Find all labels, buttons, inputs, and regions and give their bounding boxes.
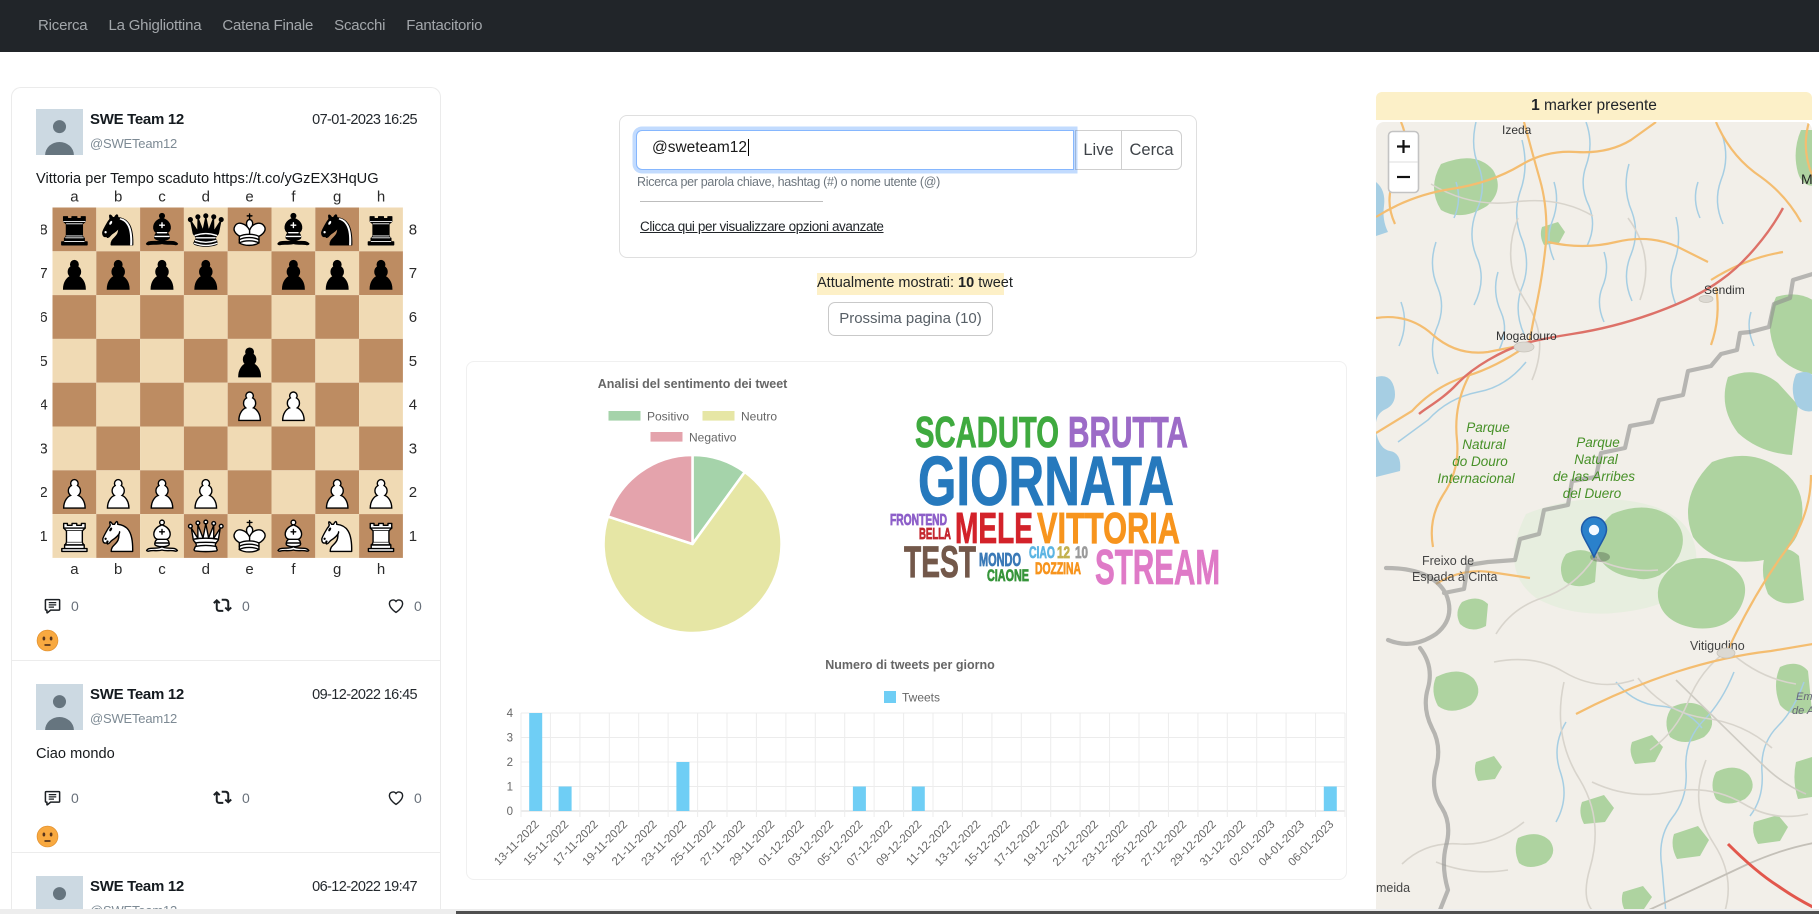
svg-text:4: 4 (507, 708, 514, 720)
svg-text:g: g (333, 189, 341, 206)
svg-text:Analisi del sentimento dei twe: Analisi del sentimento dei tweet (598, 377, 788, 391)
svg-text:1: 1 (409, 528, 417, 545)
svg-text:3: 3 (409, 440, 417, 457)
svg-text:a: a (70, 561, 79, 578)
svg-text:7: 7 (41, 265, 48, 282)
svg-text:TEST: TEST (904, 538, 976, 587)
svg-text:f: f (291, 189, 296, 206)
svg-text:4: 4 (41, 397, 48, 414)
svg-text:8: 8 (41, 221, 48, 238)
svg-text:Positivo: Positivo (647, 410, 689, 424)
svg-text:5: 5 (41, 353, 48, 370)
svg-text:1: 1 (507, 782, 513, 794)
svg-text:FRONTEND: FRONTEND (890, 512, 947, 529)
svg-text:a: a (70, 189, 79, 206)
svg-text:Natural: Natural (1462, 437, 1507, 452)
svg-text:Sendim: Sendim (1704, 283, 1745, 297)
svg-text:STREAM: STREAM (1095, 541, 1220, 595)
svg-text:d: d (202, 189, 210, 206)
svg-text:CIAONE: CIAONE (987, 566, 1029, 585)
svg-text:b: b (114, 561, 122, 578)
svg-text:GIORNATA: GIORNATA (918, 442, 1174, 520)
svg-text:8: 8 (409, 221, 417, 238)
svg-text:Tweets: Tweets (902, 691, 940, 705)
svg-text:Em: Em (1796, 691, 1812, 703)
svg-text:Espada à Cinta: Espada à Cinta (1412, 570, 1498, 584)
svg-text:c: c (158, 561, 166, 578)
svg-text:4: 4 (409, 397, 417, 414)
svg-text:Freixo de: Freixo de (1422, 554, 1474, 568)
svg-text:e: e (245, 189, 253, 206)
svg-text:7: 7 (409, 265, 417, 282)
svg-text:12: 12 (1057, 543, 1070, 562)
svg-text:Internacional: Internacional (1437, 471, 1515, 486)
svg-text:g: g (333, 561, 341, 578)
svg-text:1: 1 (41, 528, 48, 545)
svg-text:e: e (245, 561, 253, 578)
svg-text:de Al: de Al (1792, 705, 1812, 717)
svg-text:DOZZINA: DOZZINA (1035, 559, 1081, 578)
svg-text:3: 3 (507, 733, 513, 745)
svg-text:BRUTTA: BRUTTA (1068, 409, 1188, 457)
svg-text:Izeda: Izeda (1502, 123, 1532, 137)
svg-text:VITTORIA: VITTORIA (1037, 505, 1180, 553)
svg-text:c: c (158, 189, 166, 206)
svg-text:d: d (202, 561, 210, 578)
svg-text:Parque: Parque (1576, 435, 1620, 450)
svg-text:CIAO: CIAO (1029, 543, 1055, 562)
svg-text:h: h (377, 561, 385, 578)
svg-text:meida: meida (1376, 881, 1410, 895)
svg-text:Neutro: Neutro (741, 410, 777, 424)
svg-text:6: 6 (409, 309, 417, 326)
svg-text:h: h (377, 189, 385, 206)
svg-text:Parque: Parque (1466, 420, 1510, 435)
svg-text:MONDO: MONDO (979, 550, 1021, 570)
svg-text:b: b (114, 189, 122, 206)
svg-text:SCADUTO: SCADUTO (915, 409, 1059, 457)
svg-text:0: 0 (507, 806, 513, 818)
svg-text:10: 10 (1075, 543, 1088, 562)
svg-text:Mogadouro: Mogadouro (1496, 329, 1557, 343)
svg-text:BELLA: BELLA (919, 526, 951, 543)
svg-text:2: 2 (41, 484, 48, 501)
svg-text:Negativo: Negativo (689, 431, 737, 445)
svg-text:MELE: MELE (955, 505, 1033, 553)
svg-text:2: 2 (507, 757, 513, 769)
svg-text:Numero di tweets per giorno: Numero di tweets per giorno (825, 658, 995, 672)
svg-text:Natural: Natural (1574, 452, 1619, 467)
svg-text:f: f (291, 561, 296, 578)
svg-text:2: 2 (409, 484, 417, 501)
svg-text:del Duero: del Duero (1563, 486, 1622, 501)
svg-text:5: 5 (409, 353, 417, 370)
svg-text:de las Arribes: de las Arribes (1553, 469, 1635, 484)
svg-text:6: 6 (41, 309, 48, 326)
svg-text:do Douro: do Douro (1452, 454, 1508, 469)
svg-text:Mi: Mi (1801, 171, 1812, 187)
svg-text:3: 3 (41, 440, 48, 457)
